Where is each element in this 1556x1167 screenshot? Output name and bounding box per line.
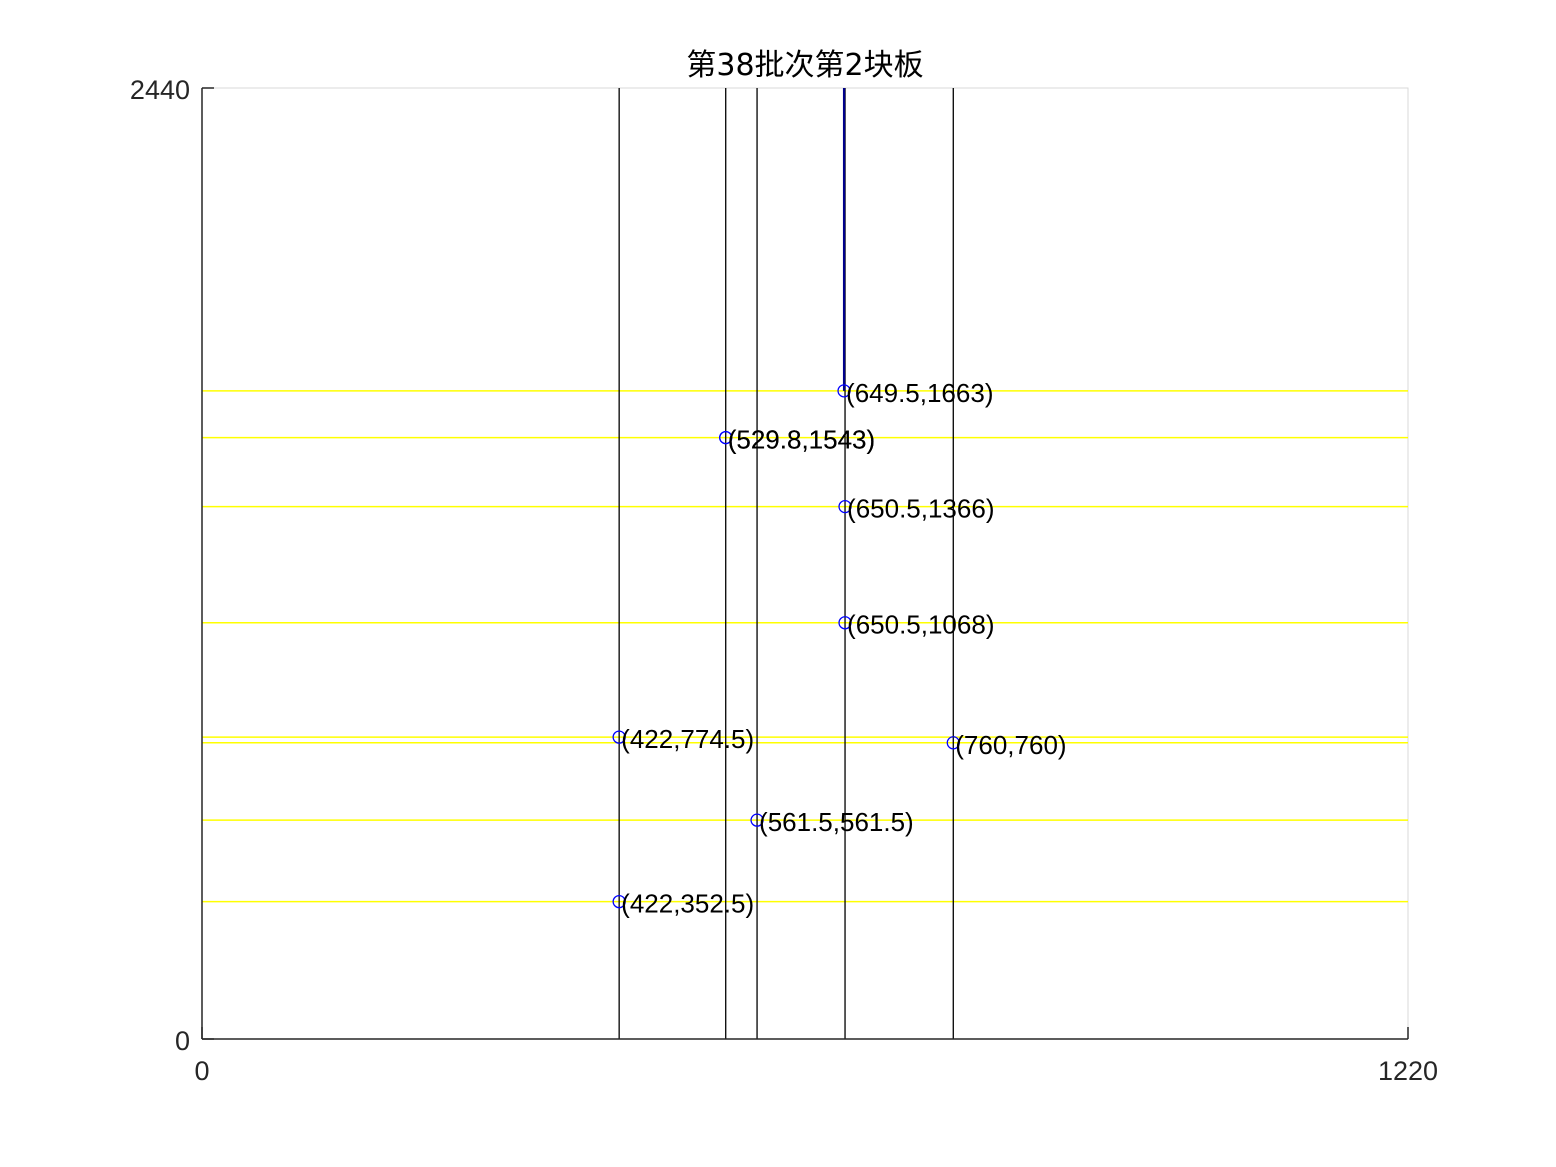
data-point: [719, 430, 733, 445]
y-tick-label-max: 2440: [130, 75, 190, 105]
data-label: (760,760): [955, 730, 1066, 760]
data-label: (529.8,1543): [728, 425, 875, 455]
data-label: (649.5,1663): [846, 378, 993, 408]
data-point: [750, 813, 764, 827]
data-label: (650.5,1366): [847, 494, 994, 524]
data-label: (422,352.5): [621, 889, 754, 919]
data-point: [946, 736, 960, 750]
x-tick-label-min: 0: [194, 1056, 209, 1086]
data-label: (650.5,1068): [847, 610, 994, 640]
chart-title: 第38批次第2块板: [686, 48, 923, 83]
data-label: (529.8,1543): [728, 425, 875, 455]
y-tick-label-min: 0: [175, 1026, 190, 1056]
x-tick-label-max: 1220: [1378, 1056, 1438, 1086]
data-point: [838, 499, 852, 514]
point-labels: (649.5,1663)(529.8,1543)(529.8,1543)(650…: [621, 378, 1066, 919]
data-label: (422,774.5): [621, 724, 754, 754]
data-point: [838, 616, 852, 630]
data-point: [837, 384, 851, 398]
horizontal-cut-lines: [202, 390, 1408, 903]
data-label: (561.5,561.5): [759, 807, 914, 837]
data-point: [612, 894, 626, 909]
data-point: [612, 730, 626, 744]
axes: 0 1220 0 2440: [130, 75, 1438, 1086]
point-markers: [612, 384, 960, 909]
axes-box: [201, 87, 1409, 1040]
